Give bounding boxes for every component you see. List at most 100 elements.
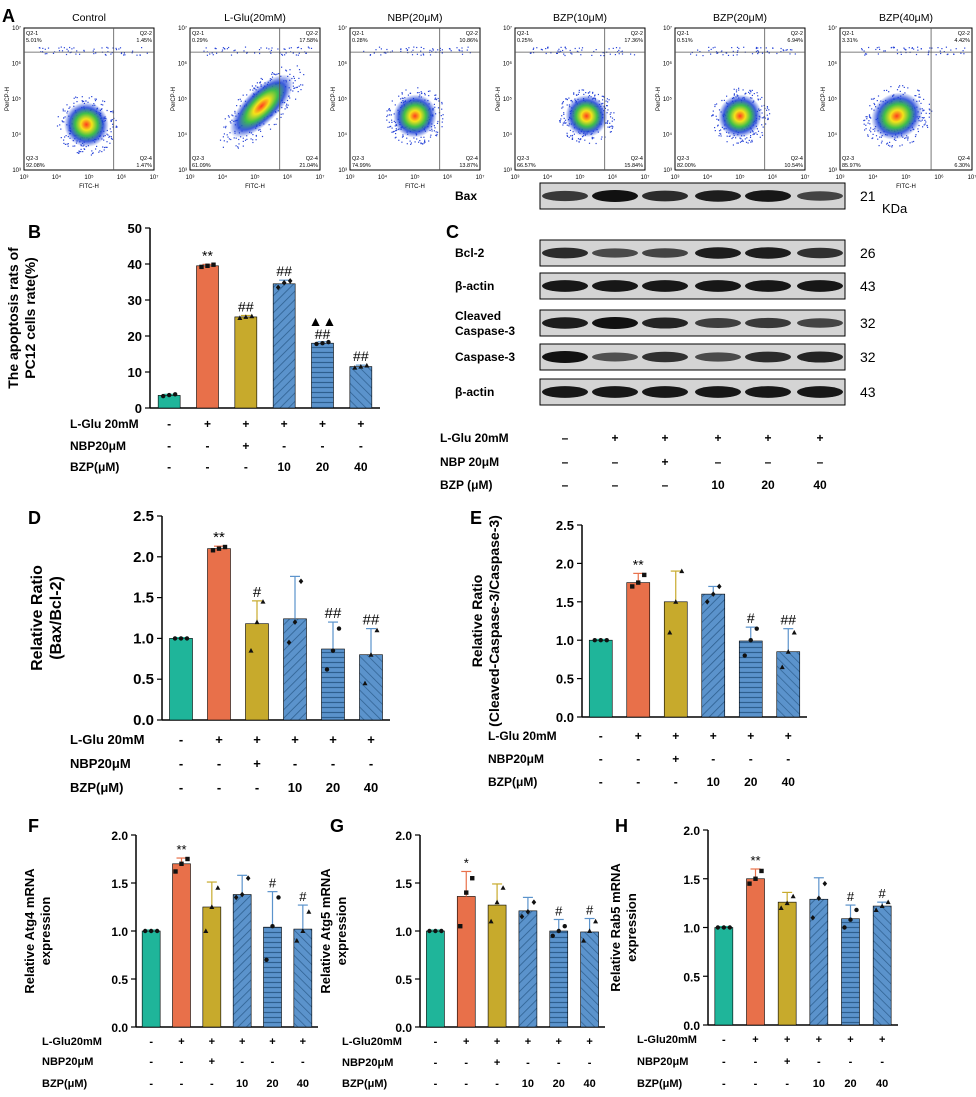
flow-plot-frame	[23, 27, 155, 171]
flow-dot	[559, 50, 561, 52]
data-point	[358, 364, 364, 369]
flow-dot	[595, 142, 597, 145]
flow-dot	[256, 82, 258, 84]
flow-dot	[260, 47, 262, 49]
condition-value: 10	[288, 780, 302, 795]
y-tick-label: 0.5	[111, 973, 128, 987]
flow-x-tick: 10⁶	[443, 174, 453, 181]
data-point	[172, 636, 178, 641]
flow-dot	[878, 145, 880, 147]
flow-dot	[883, 89, 885, 92]
flow-dot	[439, 49, 441, 52]
flow-dot	[606, 105, 608, 107]
flow-dot	[112, 112, 114, 114]
blot-condition-value: –	[562, 431, 569, 445]
bar-bzp10	[518, 910, 538, 1028]
data-point	[314, 341, 319, 347]
flow-dot	[386, 119, 388, 121]
flow-dot	[889, 141, 891, 143]
data-point	[178, 636, 184, 641]
blot-band	[592, 317, 638, 329]
flow-dot	[765, 123, 767, 125]
flow-dot	[699, 51, 701, 53]
flow-dot	[308, 47, 310, 49]
flow-dot	[235, 145, 237, 147]
flow-dot	[85, 100, 87, 102]
bar-bzp40	[293, 928, 313, 1028]
flow-top-band	[529, 46, 636, 57]
condition-value: +	[710, 729, 717, 743]
flow-dot	[235, 137, 237, 139]
flow-dot	[394, 104, 396, 106]
flow-y-tick: 10³	[338, 168, 347, 174]
flow-dot	[901, 144, 903, 146]
flow-dot	[242, 145, 244, 147]
flow-dot	[562, 102, 564, 104]
significance-label: ##	[276, 263, 292, 279]
flow-dot	[80, 151, 82, 153]
flow-dot	[594, 95, 596, 97]
significance-label: *	[464, 855, 469, 870]
condition-value: -	[588, 1057, 592, 1069]
flow-dot	[424, 140, 426, 143]
data-point	[215, 885, 221, 890]
flow-dot	[73, 47, 75, 49]
flow-dot	[105, 54, 107, 56]
flow-plot-3: NBP(20μM)Q2-10.28%Q2-210.86%Q2-374.99%Q2…	[331, 12, 484, 190]
significance-line: ##	[238, 298, 254, 314]
flow-dot	[79, 150, 81, 153]
flow-dot	[389, 126, 391, 128]
flow-dot	[300, 89, 302, 91]
condition-value: -	[599, 752, 603, 766]
flow-dot	[571, 137, 574, 139]
flow-dot	[106, 109, 108, 112]
flow-dot	[592, 92, 594, 94]
flow-dot	[913, 48, 915, 50]
quadrant-q2-label: Q2-2	[306, 31, 318, 37]
y-tick-label: 1.5	[683, 873, 700, 887]
quadrant-q3-value: 66.57%	[517, 163, 536, 169]
flow-dot	[428, 140, 430, 142]
flow-dot	[246, 138, 248, 140]
flow-dot	[875, 135, 878, 137]
significance-line: ##	[363, 612, 380, 629]
flow-dot	[875, 48, 877, 51]
condition-value: +	[752, 1034, 758, 1046]
flow-dot	[422, 53, 424, 55]
quadrant-q2-label: Q2-2	[631, 31, 643, 37]
condition-value: -	[180, 1078, 184, 1090]
flow-dot	[441, 49, 443, 51]
blot-condition-value: –	[817, 455, 824, 469]
y-axis-label-line: Relative Atg4 mRNA	[22, 868, 37, 994]
flow-dot	[927, 54, 929, 56]
flow-dot	[716, 52, 718, 54]
flow-dot	[270, 52, 272, 54]
condition-value: -	[711, 752, 715, 766]
flow-dot	[285, 69, 287, 71]
flow-dot	[261, 78, 263, 80]
data-point	[785, 649, 791, 654]
flow-dot	[878, 46, 880, 48]
blot-label: β-actin	[455, 279, 494, 293]
flow-dot	[420, 142, 422, 145]
condition-label: L-Glu 20mM	[70, 732, 144, 747]
flow-dot	[893, 47, 895, 49]
flow-dot	[67, 110, 69, 112]
flow-dot	[292, 90, 294, 92]
data-point	[222, 544, 228, 550]
significance-label: ##	[353, 348, 369, 364]
flow-dot	[794, 53, 796, 55]
flow-dot	[224, 118, 226, 120]
bar-bzp20	[841, 918, 860, 1026]
flow-dot	[419, 140, 421, 142]
condition-value: +	[784, 1056, 790, 1068]
flow-dot	[108, 136, 110, 138]
flow-dot	[67, 145, 69, 147]
flow-dot	[565, 98, 567, 100]
bar-nbp	[777, 901, 797, 1026]
panel-letter-d: D	[28, 508, 41, 528]
flow-x-tick: 10⁵	[901, 174, 911, 181]
flow-dot	[288, 47, 290, 49]
flow-dot	[783, 50, 785, 52]
flow-dot	[559, 120, 561, 122]
